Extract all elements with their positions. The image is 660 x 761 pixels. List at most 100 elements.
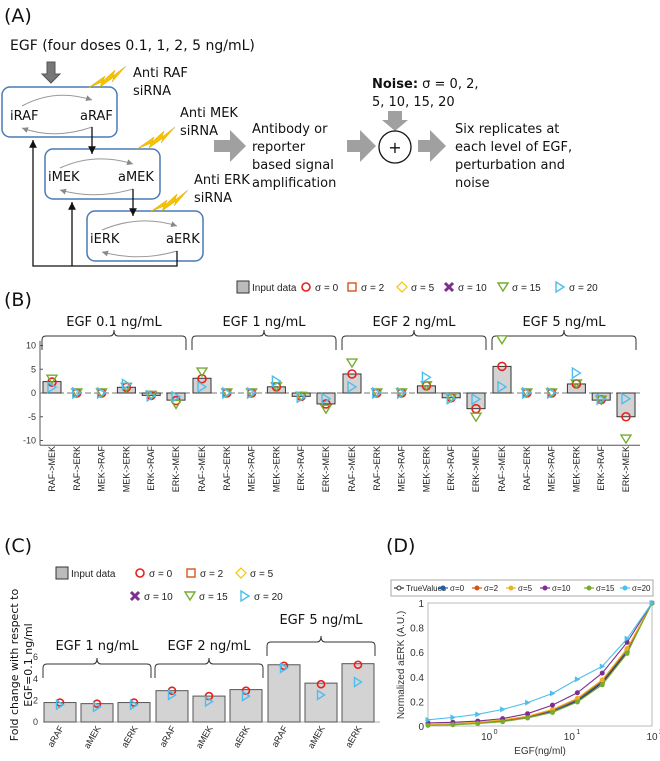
b-ytick-label: -5 bbox=[28, 412, 36, 422]
legend-marker-6 bbox=[555, 280, 566, 294]
b-point-triangle-right bbox=[72, 386, 83, 400]
c-xtick-label: aMEK bbox=[194, 724, 215, 750]
panel-b-label: (B) bbox=[4, 289, 32, 311]
d-xtick-exponent: 0 bbox=[494, 729, 498, 736]
d-legend-box bbox=[390, 579, 654, 597]
d-point bbox=[450, 722, 456, 728]
d-legend-label: σ=10 bbox=[552, 584, 571, 593]
b-xtick-label: MEK->RAF bbox=[547, 446, 557, 492]
b-ytick-label: 10 bbox=[26, 341, 36, 351]
panel-d-label: (D) bbox=[386, 535, 415, 557]
d-point bbox=[574, 690, 580, 696]
b-xtick-label: ERK->MEK bbox=[621, 446, 631, 492]
c-ytick-label: 2 bbox=[33, 695, 38, 705]
panel-a-label: (A) bbox=[4, 5, 32, 27]
c-point-triangle-right bbox=[241, 690, 251, 702]
legend-marker-4 bbox=[129, 590, 141, 602]
b-point-triangle-right bbox=[321, 392, 332, 405]
legend-swatch-input-data bbox=[236, 280, 250, 294]
d-point bbox=[599, 670, 605, 676]
c-group-bracket bbox=[154, 657, 264, 678]
b-point-triangle-right bbox=[596, 392, 607, 406]
c-point-triangle-right bbox=[204, 695, 214, 708]
b-point-triangle-down bbox=[245, 388, 258, 399]
c-point-circle bbox=[316, 679, 326, 689]
d-point bbox=[649, 600, 655, 606]
d-point bbox=[425, 722, 431, 728]
d-point bbox=[599, 682, 605, 688]
b-point-triangle-right bbox=[171, 390, 182, 404]
d-legend-label: σ=2 bbox=[484, 584, 499, 593]
b-group-label: EGF 5 ng/mL bbox=[522, 315, 606, 330]
b-group-bracket bbox=[41, 329, 187, 350]
c-point-triangle-right bbox=[279, 662, 289, 674]
legend-label: σ = 10 bbox=[458, 283, 487, 294]
d-point bbox=[549, 702, 555, 708]
b-point-triangle-right bbox=[347, 380, 358, 394]
b-point-triangle-right bbox=[421, 371, 432, 384]
legend-label: σ = 5 bbox=[411, 283, 435, 294]
d-ytick-label: 0 bbox=[418, 722, 424, 733]
b-bar bbox=[42, 381, 62, 394]
b-group-bracket bbox=[341, 329, 487, 350]
flow-arrow-3 bbox=[418, 130, 446, 162]
d-point bbox=[525, 699, 531, 706]
b-xtick-label: RAF->MEK bbox=[347, 446, 357, 492]
b-point-triangle-down bbox=[195, 367, 209, 378]
panel-c-label: (C) bbox=[4, 535, 32, 557]
c-xtick-label: aMEK bbox=[82, 724, 103, 750]
d-point bbox=[574, 676, 581, 683]
b-xtick-label: ERK->MEK bbox=[171, 446, 181, 492]
legend-marker-5 bbox=[183, 591, 197, 602]
b-bar bbox=[466, 392, 486, 410]
plus-sign: + bbox=[388, 138, 401, 157]
amplification-text: Antibody or reporter based signal amplifica… bbox=[252, 122, 336, 191]
b-point-triangle-right bbox=[372, 386, 383, 400]
d-legend-label: σ=15 bbox=[596, 584, 615, 593]
b-xtick-label: RAF->ERK bbox=[72, 446, 82, 491]
c-xtick-label: aRAF bbox=[46, 724, 66, 749]
legend-label: σ = 0 bbox=[315, 283, 339, 294]
mek-box bbox=[44, 148, 161, 200]
sirna-label-mek: Anti MEK siRNA bbox=[180, 106, 238, 139]
b-point-triangle-down bbox=[120, 382, 133, 393]
d-ytick-label: 0.2 bbox=[410, 697, 424, 708]
d-legend-marker bbox=[622, 585, 628, 591]
d-ytick-label: 0.8 bbox=[410, 624, 424, 635]
b-point-triangle-right bbox=[571, 366, 582, 380]
b-xtick-label: RAF->ERK bbox=[522, 446, 532, 491]
egf-dose-text: EGF (four doses 0.1, 1, 2, 5 ng/mL) bbox=[10, 38, 255, 54]
d-point bbox=[525, 715, 531, 721]
c-group-label: EGF 2 ng/mL bbox=[167, 639, 251, 654]
d-point bbox=[624, 635, 631, 642]
node-iraf: iRAF bbox=[10, 109, 39, 124]
d-xtick-exponent: 1 bbox=[576, 729, 580, 736]
c-ytick-label: 0 bbox=[33, 717, 38, 727]
c-bar bbox=[192, 695, 226, 723]
d-point bbox=[500, 719, 506, 725]
legend-swatch-input-data bbox=[55, 566, 69, 580]
d-legend-marker bbox=[396, 585, 402, 591]
c-ytick-label: 4 bbox=[33, 674, 38, 684]
d-legend-label: σ=5 bbox=[518, 584, 533, 593]
c-point-triangle-right bbox=[353, 676, 363, 688]
b-xtick-label: MEK->ERK bbox=[571, 446, 581, 492]
d-line-σ=5 bbox=[427, 602, 653, 726]
b-bar bbox=[316, 392, 336, 405]
d-ylabel: Normalized aERK (A.U.) bbox=[396, 611, 407, 719]
d-point bbox=[475, 711, 481, 718]
c-xtick-label: aERK bbox=[343, 724, 363, 749]
node-ierk: iERK bbox=[90, 232, 120, 247]
c-point-circle bbox=[353, 660, 363, 670]
b-point-triangle-right bbox=[246, 386, 257, 400]
b-point-triangle-right bbox=[396, 386, 407, 400]
node-araf: aRAF bbox=[80, 109, 113, 124]
b-point-triangle-down bbox=[570, 379, 583, 390]
b-point-triangle-right bbox=[497, 380, 508, 394]
d-xtick-label: 10 bbox=[564, 732, 576, 743]
b-point-triangle-down bbox=[619, 434, 633, 445]
legend-marker-6 bbox=[240, 589, 251, 603]
legend-label: Input data bbox=[71, 569, 116, 580]
c-bar bbox=[341, 663, 375, 723]
c-ylabel: Fold change with respect toEGF=0.1 ng/ml bbox=[8, 589, 35, 742]
